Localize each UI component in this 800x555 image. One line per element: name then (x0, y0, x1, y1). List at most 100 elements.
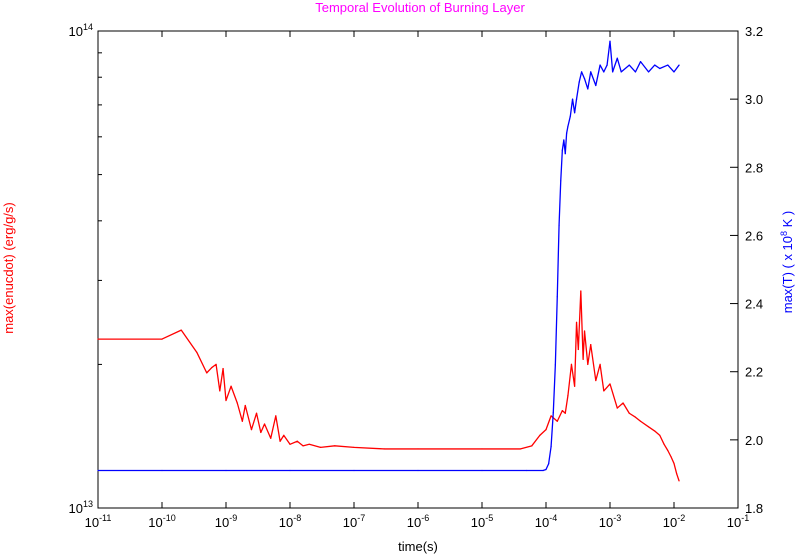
x-tick-label: 10-11 (85, 513, 112, 530)
x-tick-label-base: 10 (343, 515, 357, 530)
data-point-enucdot (595, 379, 597, 382)
data-point-enucdot (575, 321, 578, 323)
data-point-enucdot (577, 348, 579, 351)
data-point-temperature (620, 71, 622, 73)
data-point-enucdot (263, 423, 266, 425)
data-point-enucdot (616, 407, 618, 409)
data-point-temperature (587, 88, 589, 90)
x-tick-label-base: 10 (279, 515, 293, 530)
data-point-enucdot (678, 480, 680, 482)
data-point-temperature (583, 78, 586, 80)
data-point-temperature (654, 64, 656, 66)
data-point-enucdot (670, 456, 672, 458)
data-point-enucdot (561, 410, 563, 412)
data-point-temperature (628, 64, 630, 66)
x-tick-label: 10-8 (279, 513, 301, 530)
data-point-enucdot (270, 437, 272, 439)
y-right-tick-label: 2.2 (745, 365, 763, 380)
data-point-enucdot (567, 395, 569, 397)
data-point-enucdot (587, 363, 589, 366)
x-tick-label-exponent: -7 (357, 513, 365, 523)
y-right-tick-label: 3.2 (745, 24, 763, 39)
data-point-temperature (599, 64, 601, 66)
data-point-temperature (289, 469, 291, 472)
data-point-enucdot (531, 445, 533, 447)
data-point-enucdot (296, 440, 298, 442)
chart-title: Temporal Evolution of Burning Layer (315, 0, 525, 15)
data-point-temperature (647, 71, 650, 73)
x-tick-label-exponent: -8 (293, 513, 301, 523)
x-tick-label-exponent: -3 (613, 513, 621, 523)
data-point-enucdot (417, 448, 419, 450)
data-point-enucdot (582, 358, 584, 360)
data-point-temperature (561, 149, 563, 151)
data-point-temperature (552, 412, 554, 414)
x-tick-label-base: 10 (727, 515, 741, 530)
plot-frame (97, 30, 739, 509)
data-point-enucdot (580, 290, 582, 292)
y-left-tick-label-exponent: 14 (83, 22, 93, 32)
data-point-temperature (639, 61, 642, 63)
x-tick-label: 10-2 (663, 513, 685, 530)
data-point-temperature (590, 71, 592, 73)
x-tick-label: 10-4 (535, 513, 557, 530)
data-point-temperature (578, 81, 580, 83)
data-point-enucdot (622, 402, 624, 404)
data-point-temperature (545, 468, 547, 471)
y-right-tick-label: 2.0 (745, 433, 763, 448)
data-point-enucdot (647, 426, 650, 428)
data-point-enucdot (539, 434, 541, 436)
y-left-tick-label-base: 10 (69, 24, 83, 39)
data-point-enucdot (663, 443, 665, 445)
data-point-enucdot (334, 445, 336, 447)
y-axis-right: 1.8 2.0 2.2 2.4 2.6 2.8 3.0 3.2 (730, 24, 763, 516)
data-point-temperature (667, 64, 669, 66)
y-right-tick-label: 2.8 (745, 160, 763, 175)
data-point-temperature (581, 71, 583, 73)
data-point-enucdot (634, 416, 637, 418)
data-point-enucdot (241, 420, 243, 422)
data-point-temperature (542, 469, 544, 472)
data-point-temperature (603, 71, 605, 73)
x-tick-label-base: 10 (535, 515, 549, 530)
data-point-enucdot (519, 448, 522, 450)
data-point-enucdot (609, 383, 611, 385)
data-point-temperature (566, 132, 568, 134)
y-right-tick-label: 1.8 (745, 501, 763, 516)
data-point-enucdot (230, 385, 232, 387)
x-tick-label-base: 10 (148, 515, 162, 530)
data-point-enucdot (545, 429, 547, 431)
x-tick-label-base: 10 (599, 515, 613, 530)
y-left-tick-label-base: 10 (69, 501, 83, 516)
x-tick-label: 10-7 (343, 513, 365, 530)
x-tick-label-exponent: -10 (163, 513, 176, 523)
data-point-enucdot (570, 363, 573, 366)
data-point-temperature (567, 125, 569, 127)
x-axis-label: time(s) (398, 539, 438, 554)
data-point-temperature (526, 469, 528, 472)
data-point-enucdot (244, 404, 246, 407)
data-point-enucdot (628, 412, 630, 414)
data-point-enucdot (639, 420, 642, 422)
x-tick-label-base: 10 (407, 515, 421, 530)
data-point-temperature (558, 224, 560, 226)
data-point-enucdot (161, 338, 163, 340)
y-axis-left-label: max(enucdot) (erg/g/s) (1, 202, 16, 334)
data-point-temperature (225, 469, 227, 472)
x-tick-label: 10-5 (471, 513, 493, 530)
data-point-temperature (634, 71, 637, 73)
data-point-enucdot (676, 473, 678, 475)
data-point-enucdot (260, 431, 262, 434)
data-point-temperature (417, 469, 419, 472)
data-point-enucdot (550, 415, 552, 417)
data-point-enucdot (481, 448, 483, 450)
data-point-enucdot (319, 446, 322, 448)
y-axis-right-label-prefix: max(T) ( x 10 (780, 236, 795, 313)
data-point-enucdot (236, 402, 238, 404)
data-point-temperature (353, 469, 355, 472)
data-point-temperature (481, 469, 483, 472)
data-point-enucdot (654, 430, 656, 432)
data-point-enucdot (211, 366, 213, 369)
